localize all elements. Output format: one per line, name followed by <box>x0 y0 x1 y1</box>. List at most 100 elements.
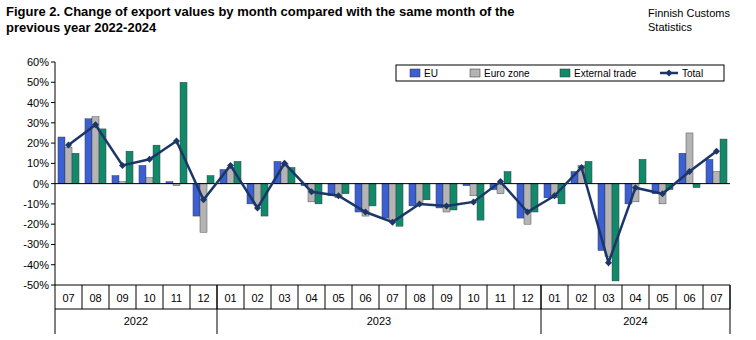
bar <box>382 184 389 218</box>
x-tick-label: 12 <box>521 292 533 304</box>
x-tick-label: 07 <box>710 292 722 304</box>
y-tick-label: -20% <box>23 218 49 230</box>
category-separator <box>163 285 164 309</box>
category-separator <box>703 285 704 309</box>
plot-lines <box>65 121 720 266</box>
group-separator <box>55 309 56 334</box>
y-tick <box>51 244 55 245</box>
y-tick-label: 0% <box>33 178 49 190</box>
legend-box <box>396 65 724 81</box>
y-tick <box>51 285 55 286</box>
category-separator <box>406 285 407 309</box>
x-tick-label: 02 <box>251 292 263 304</box>
y-tick-label: 30% <box>27 117 49 129</box>
bar <box>713 171 720 183</box>
bar <box>409 184 416 206</box>
x-group-label: 2022 <box>124 315 148 327</box>
legend-label: EU <box>424 68 438 79</box>
marker <box>578 164 585 171</box>
bar <box>126 151 133 183</box>
bar <box>423 184 430 200</box>
marker <box>524 209 531 216</box>
x-tick-label: 09 <box>116 292 128 304</box>
marker <box>389 219 396 226</box>
x-group-label: 2024 <box>623 315 647 327</box>
bar <box>58 137 65 184</box>
y-tick <box>51 82 55 83</box>
source-note: Finnish Customs Statistics <box>648 6 752 34</box>
bar <box>639 159 646 183</box>
y-tick-label: 20% <box>27 137 49 149</box>
bar <box>65 147 72 183</box>
category-separator <box>676 285 677 309</box>
marker <box>497 178 504 185</box>
bar <box>544 184 551 198</box>
zero-line <box>55 183 730 184</box>
marker <box>443 202 450 209</box>
x-tick-label: 03 <box>278 292 290 304</box>
bar <box>112 176 119 184</box>
marker <box>416 200 423 207</box>
x-tick-label: 10 <box>467 292 479 304</box>
marker <box>686 168 693 175</box>
bar <box>612 184 619 281</box>
y-tick-label: 40% <box>27 97 49 109</box>
bar <box>180 82 187 183</box>
y-tick <box>51 183 55 184</box>
y-tick <box>51 264 55 265</box>
legend: EUEuro zoneExternal tradeTotal <box>396 65 724 81</box>
y-tick-label: -40% <box>23 259 49 271</box>
y-tick <box>51 143 55 144</box>
marker <box>281 160 288 167</box>
bar <box>706 159 713 183</box>
y-tick-label: 50% <box>27 76 49 88</box>
y-tick <box>51 203 55 204</box>
bar <box>342 184 349 194</box>
bar <box>200 184 207 233</box>
category-separator <box>298 285 299 309</box>
x-tick-label: 08 <box>413 292 425 304</box>
group-separator <box>217 285 218 334</box>
bar <box>362 184 369 216</box>
y-tick-label: 10% <box>27 157 49 169</box>
marker <box>227 162 234 169</box>
category-separator <box>514 285 515 309</box>
category-separator <box>379 285 380 309</box>
marker <box>632 184 639 191</box>
category-separator <box>190 285 191 309</box>
plot-marks <box>58 82 727 281</box>
category-separator <box>568 285 569 309</box>
x-tick-label: 03 <box>602 292 614 304</box>
y-tick-label: 60% <box>27 56 49 68</box>
bar <box>720 139 727 184</box>
bar <box>524 184 531 225</box>
marker <box>146 156 153 163</box>
y-tick <box>51 62 55 63</box>
category-separator <box>136 285 137 309</box>
x-group-label: 2023 <box>367 315 391 327</box>
marker <box>470 198 477 205</box>
y-tick-label: -30% <box>23 238 49 250</box>
legend-swatch <box>470 69 480 77</box>
category-separator <box>109 285 110 309</box>
x-tick-label: 12 <box>197 292 209 304</box>
bar <box>659 184 666 204</box>
category-separator <box>271 285 272 309</box>
bar <box>443 184 450 212</box>
marker <box>713 148 720 155</box>
category-separator <box>244 285 245 309</box>
plot-bottom <box>55 285 730 286</box>
legend-swatch <box>560 69 570 77</box>
line <box>69 125 717 263</box>
legend-swatch <box>666 70 673 77</box>
x-tick-label: 05 <box>656 292 668 304</box>
bar <box>369 184 376 206</box>
legend-label: Total <box>682 68 703 79</box>
marker <box>173 138 180 145</box>
category-separator <box>55 285 56 309</box>
y-tick <box>51 224 55 225</box>
legend-label: Euro zone <box>484 68 530 79</box>
bar <box>139 165 146 183</box>
x-tick-label: 04 <box>629 292 641 304</box>
x-tick-label: 02 <box>575 292 587 304</box>
